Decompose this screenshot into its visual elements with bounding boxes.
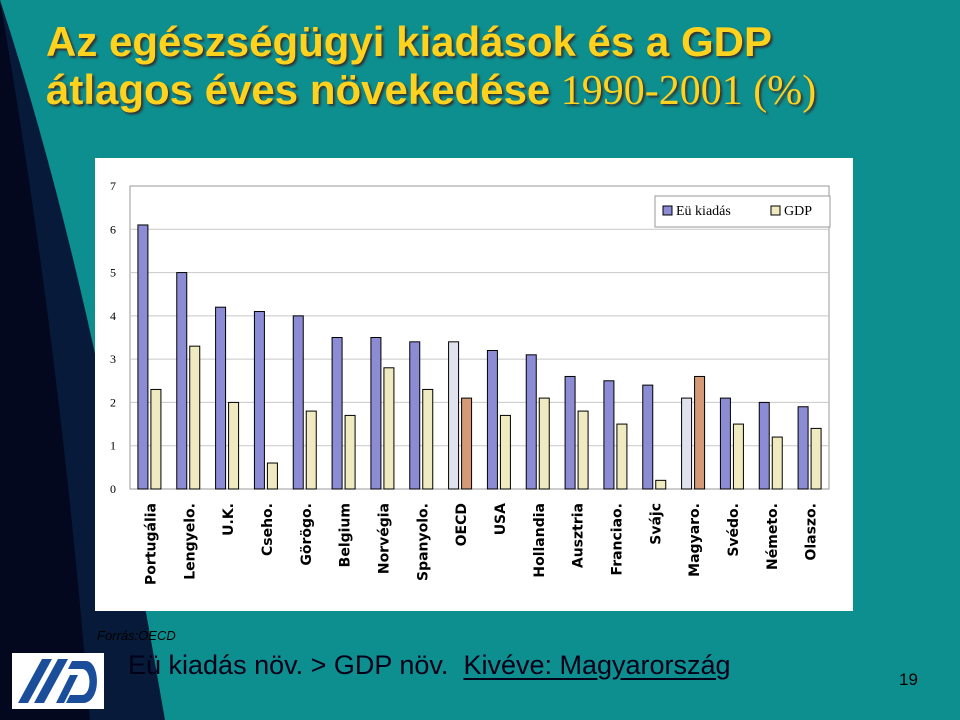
bar-gdp-5 — [344, 414, 356, 490]
y-tick-label-0: 0 — [110, 482, 116, 496]
bar-gdp-1 — [189, 345, 201, 490]
x-tick-label-1: Lengyelo. — [182, 503, 198, 580]
title-line-2-years: 1990-2001 (%) — [550, 68, 817, 114]
bar-eu-8 — [448, 341, 460, 490]
conclusion-text: Eü kiadás növ. > GDP növ. Kivéve: Magyar… — [128, 650, 731, 681]
bar-eu-5 — [331, 337, 343, 490]
x-tick-label-17: Olaszo. — [804, 503, 820, 561]
legend-label-gdp: GDP — [784, 204, 812, 219]
y-tick-label-4: 4 — [110, 309, 116, 323]
bar-gdp-6 — [383, 367, 395, 490]
bar-eu-3 — [253, 311, 265, 490]
x-tick-label-9: USA — [493, 503, 509, 535]
x-tick-label-11: Ausztria — [571, 503, 587, 568]
bar-eu-12 — [603, 380, 615, 490]
bar-gdp-3 — [266, 462, 278, 490]
bar-gdp-9 — [499, 414, 511, 490]
legend-swatch-gdp — [770, 205, 781, 216]
bar-eu-0 — [137, 224, 149, 490]
x-tick-label-12: Franciao. — [609, 503, 625, 575]
y-tick-label-1: 1 — [110, 439, 116, 453]
bar-gdp-17 — [810, 427, 822, 490]
bar-eu-9 — [486, 349, 498, 490]
bar-eu-7 — [409, 341, 421, 490]
legend-swatch-eu — [662, 205, 673, 216]
x-tick-label-5: Belgium — [338, 503, 354, 567]
x-tick-label-2: U.K. — [221, 503, 237, 536]
x-tick-label-3: Cseho. — [260, 503, 276, 556]
x-tick-label-10: Hollandia — [532, 503, 548, 578]
y-tick-label-3: 3 — [110, 352, 116, 366]
bar-gdp-7 — [422, 388, 434, 490]
bar-gdp-14 — [694, 375, 706, 490]
x-tick-label-15: Svédo. — [726, 503, 742, 557]
bar-eu-13 — [642, 384, 654, 490]
x-tick-label-6: Norvégia — [376, 503, 392, 574]
bar-eu-15 — [719, 397, 731, 490]
bar-gdp-16 — [771, 436, 783, 490]
title-line-1: Az egészségügyi kiadások és a GDP — [46, 18, 772, 65]
x-tick-label-13: Svájc — [648, 503, 664, 545]
bar-eu-6 — [370, 337, 382, 490]
title-line-2-bold: átlagos éves növekedése — [46, 66, 551, 113]
bar-gdp-8 — [461, 397, 473, 490]
bar-gdp-15 — [732, 423, 744, 490]
bar-gdp-0 — [150, 388, 162, 490]
x-tick-label-16: Németo. — [765, 503, 781, 570]
bar-eu-4 — [292, 315, 304, 490]
page-title: Az egészségügyi kiadások és a GDP átlago… — [46, 18, 816, 115]
bar-chart: 0 1 2 3 4 5 6 7 Portugália Lengyelo. U.K. Cseho. Gör… — [110, 179, 831, 586]
bar-gdp-12 — [616, 423, 628, 490]
chart-panel: 0 1 2 3 4 5 6 7 Portugália Lengyelo. U.K. Cseho. Gör… — [95, 158, 853, 611]
bar-gdp-13 — [655, 479, 667, 490]
x-tick-label-8: OECD — [454, 503, 470, 546]
bar-gdp-10 — [538, 397, 550, 490]
bar-eu-14 — [681, 397, 693, 490]
x-tick-label-14: Magyaro. — [687, 503, 703, 577]
x-tick-label-4: Görögo. — [299, 503, 315, 566]
bar-eu-17 — [797, 406, 809, 490]
legend-label-eu: Eü kiadás — [676, 204, 731, 219]
title-line-2: átlagos éves növekedése 1990-2001 (%) — [46, 66, 816, 115]
institution-logo — [12, 653, 104, 709]
bar-gdp-4 — [305, 410, 317, 490]
bar-gdp-11 — [577, 410, 589, 490]
legend-box — [654, 195, 831, 228]
x-tick-label-7: Spanyolo. — [415, 503, 431, 581]
y-tick-label-2: 2 — [110, 395, 116, 409]
source-note: Forrás:OECD — [97, 628, 176, 643]
y-tick-label-5: 5 — [110, 266, 116, 280]
bar-eu-16 — [758, 401, 770, 490]
bar-gdp-2 — [228, 401, 240, 490]
conclusion-exception: Kivéve: Magyarország — [463, 650, 731, 680]
plot-area — [129, 185, 830, 490]
bar-eu-11 — [564, 375, 576, 490]
bar-eu-10 — [525, 354, 537, 490]
y-tick-label-7: 7 — [110, 179, 116, 193]
bar-eu-1 — [176, 272, 188, 490]
bar-eu-2 — [215, 306, 227, 490]
conclusion-main: Eü kiadás növ. > GDP növ. — [128, 650, 449, 680]
x-tick-label-0: Portugália — [143, 503, 159, 585]
y-tick-label-6: 6 — [110, 222, 116, 236]
page-number: 19 — [899, 670, 918, 689]
